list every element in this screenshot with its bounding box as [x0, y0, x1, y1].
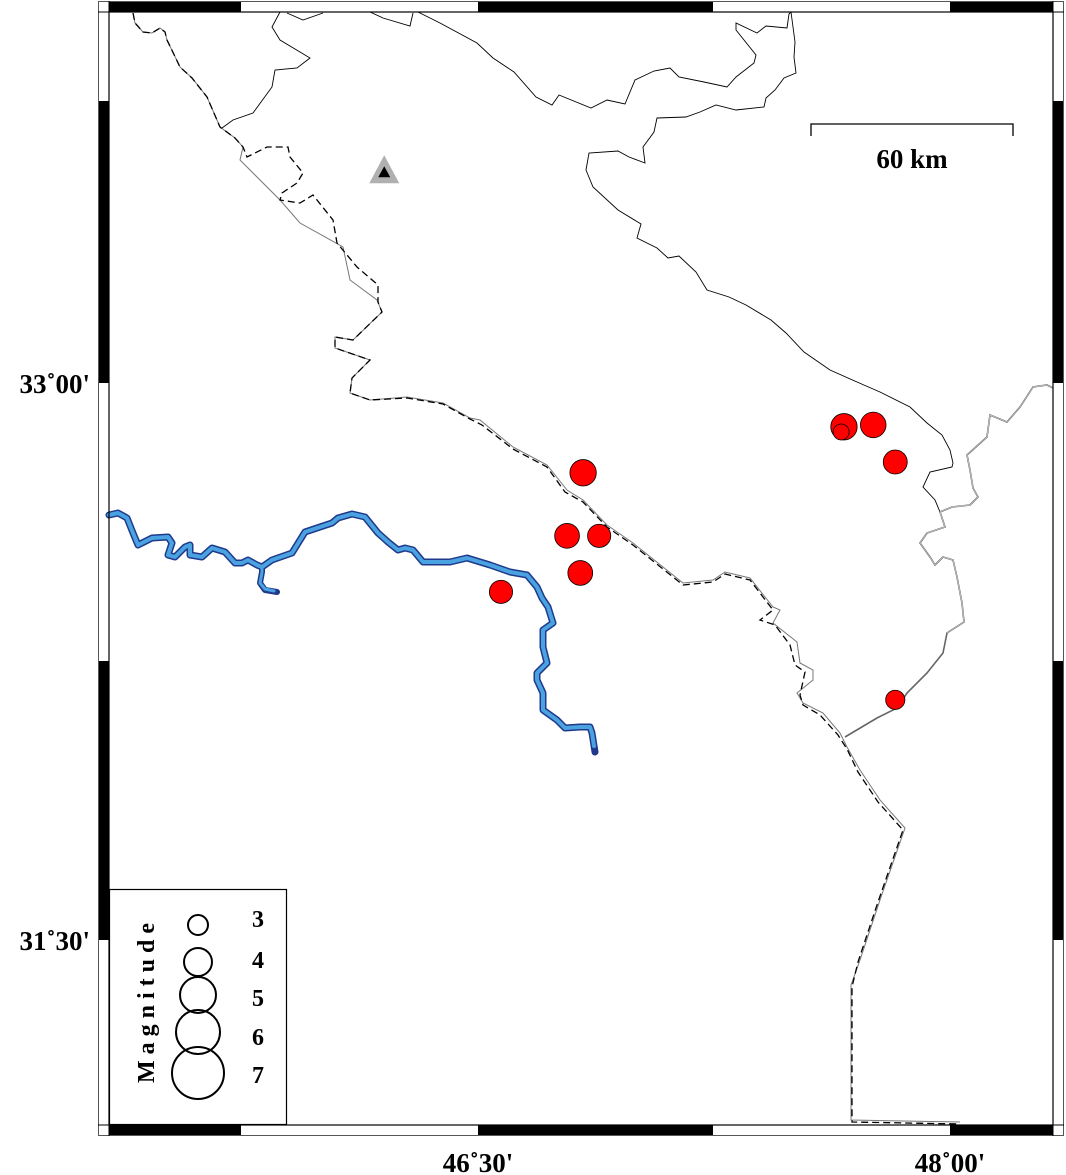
earthquake-event-7	[860, 411, 887, 439]
legend-label-4: 4	[252, 948, 264, 974]
river-branch-water	[258, 565, 276, 593]
legend-label-7: 7	[252, 1063, 264, 1089]
station-triangle-inner	[378, 166, 391, 178]
earthquake-events	[488, 411, 908, 710]
magnitude-legend: Magnitude 3 4 5 6 7	[108, 888, 288, 1126]
river	[105, 509, 599, 756]
legend-circle-7	[171, 1046, 225, 1100]
province-line-2	[286, 12, 324, 21]
province-line-3	[369, 11, 414, 27]
earthquake-event-2	[587, 523, 612, 548]
earthquake-event-6	[832, 423, 850, 441]
lon-label-46-30: 46˚30'	[443, 1148, 514, 1175]
earthquake-event-0	[569, 459, 597, 487]
legend-label-6: 6	[252, 1025, 264, 1051]
border-line-dashed	[132, 12, 961, 1125]
province-line-4	[417, 11, 792, 109]
earthquake-event-3	[567, 560, 594, 586]
lon-label-48-00: 48˚00'	[915, 1148, 986, 1175]
legend-circle-5	[179, 976, 217, 1014]
legend-circle-6	[175, 1009, 221, 1055]
scale-bar-label: 60 km	[876, 144, 948, 174]
lat-label-31-30: 31˚30'	[20, 926, 91, 956]
coastline-inner	[919, 384, 1054, 634]
earthquake-event-8	[882, 449, 908, 475]
triangle-station-icon	[369, 155, 400, 184]
legend-label-3: 3	[252, 907, 264, 933]
river-water	[107, 511, 596, 748]
legend-circle-3	[187, 914, 209, 936]
legend-box	[108, 888, 288, 1126]
province-line-1	[221, 11, 311, 129]
earthquake-event-1	[554, 523, 580, 549]
scale-bar: 60 km	[810, 123, 1014, 174]
lat-label-33-00: 33˚00'	[20, 369, 91, 399]
boundaries-layer	[132, 11, 1054, 1125]
province-line-5	[585, 11, 954, 513]
earthquake-event-9	[885, 689, 906, 710]
legend-title: Magnitude	[134, 917, 160, 1083]
earthquake-event-4	[488, 579, 513, 604]
legend-label-5: 5	[252, 986, 264, 1012]
scale-bar-line	[810, 123, 1014, 136]
